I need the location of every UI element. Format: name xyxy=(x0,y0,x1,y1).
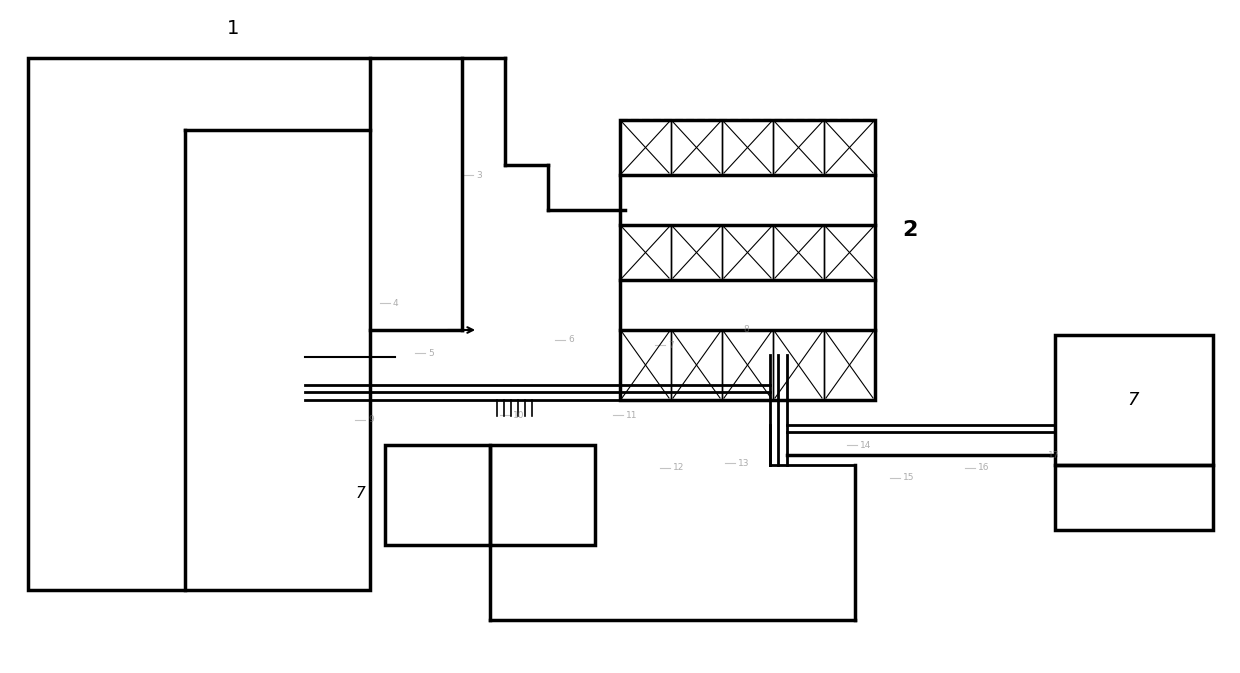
Text: 11: 11 xyxy=(626,411,637,419)
Bar xyxy=(671,330,722,400)
Text: 4: 4 xyxy=(393,299,398,308)
Bar xyxy=(722,225,773,280)
Bar xyxy=(620,120,875,400)
Bar xyxy=(490,445,595,545)
Text: 17: 17 xyxy=(1048,450,1059,460)
Bar xyxy=(825,225,875,280)
Text: 13: 13 xyxy=(738,458,749,468)
Text: 9: 9 xyxy=(368,415,373,425)
Text: 1: 1 xyxy=(227,18,239,38)
Text: 12: 12 xyxy=(673,464,684,472)
Text: 5: 5 xyxy=(428,349,434,357)
Bar xyxy=(722,120,773,175)
Bar xyxy=(773,225,825,280)
Bar xyxy=(825,330,875,400)
Text: 8: 8 xyxy=(743,326,749,334)
Bar xyxy=(620,120,671,175)
Bar xyxy=(671,225,722,280)
Text: 14: 14 xyxy=(861,441,872,450)
Text: 3: 3 xyxy=(476,170,482,180)
Text: 7: 7 xyxy=(355,485,365,501)
Text: 6: 6 xyxy=(568,336,574,345)
Text: 16: 16 xyxy=(978,464,990,472)
Bar xyxy=(722,330,773,400)
Text: 15: 15 xyxy=(903,474,915,483)
Bar xyxy=(825,120,875,175)
Bar xyxy=(384,445,490,545)
Bar xyxy=(620,225,671,280)
Text: 7: 7 xyxy=(1127,391,1138,409)
Bar xyxy=(773,330,825,400)
Bar xyxy=(1055,335,1213,465)
Bar xyxy=(29,58,370,590)
Bar xyxy=(671,120,722,175)
Bar xyxy=(773,120,825,175)
Bar xyxy=(1055,465,1213,530)
Text: 7: 7 xyxy=(668,341,673,349)
Text: 2: 2 xyxy=(903,220,918,240)
Bar xyxy=(620,330,671,400)
Text: 10: 10 xyxy=(513,411,525,419)
